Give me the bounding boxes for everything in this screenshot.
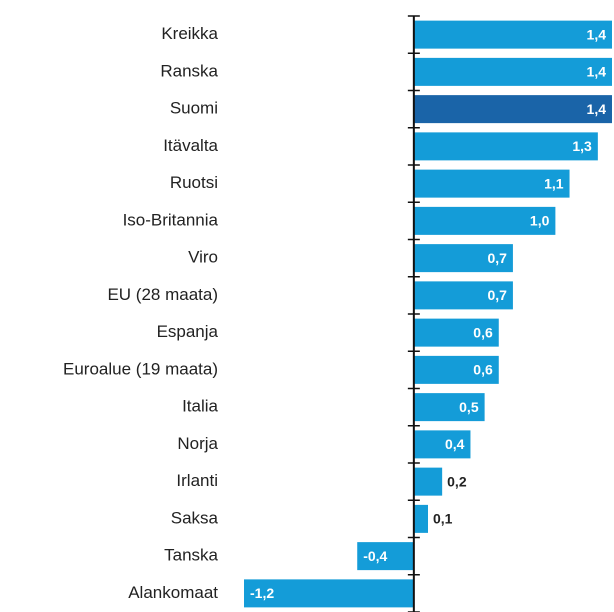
category-label: Alankomaat (128, 583, 218, 602)
category-label: Italia (182, 397, 218, 416)
bar (413, 244, 513, 273)
bar (413, 20, 612, 49)
bar (413, 318, 499, 347)
bar (413, 355, 499, 384)
bar (413, 467, 443, 496)
category-label: Espanja (157, 322, 219, 341)
category-label: Tanska (164, 546, 218, 565)
category-label: Norja (177, 434, 218, 453)
bar (413, 57, 612, 86)
bar (413, 206, 556, 235)
bar (413, 169, 570, 198)
category-label: Ruotsi (170, 173, 218, 192)
value-label: 0,6 (473, 324, 493, 340)
bar (357, 542, 414, 571)
bar (413, 281, 513, 310)
value-label: 1,4 (587, 26, 607, 42)
value-label: 0,5 (459, 399, 479, 415)
value-label: -0,4 (363, 548, 387, 564)
category-label: Suomi (170, 99, 218, 118)
bar (413, 393, 485, 422)
category-label: Itävalta (163, 136, 218, 155)
category-label: Kreikka (161, 24, 218, 43)
value-label: 0,6 (473, 362, 493, 378)
value-label: 0,2 (447, 473, 467, 489)
value-label: 1,3 (572, 138, 592, 154)
value-label: 0,7 (487, 250, 507, 266)
category-label: Ranska (160, 61, 218, 80)
category-label: Viro (188, 248, 218, 267)
value-label: 1,4 (587, 64, 607, 80)
bar (413, 504, 428, 533)
category-label: Euroalue (19 maata) (63, 359, 218, 378)
category-label: Irlanti (176, 471, 218, 490)
value-label: 1,0 (530, 213, 550, 229)
value-label: -1,2 (250, 585, 274, 601)
category-label: Iso-Britannia (123, 210, 219, 229)
bar (413, 132, 598, 161)
bar (413, 430, 471, 459)
value-label: 0,4 (445, 436, 465, 452)
category-label: EU (28 maata) (107, 285, 218, 304)
value-label: 1,1 (544, 175, 564, 191)
value-label: 0,1 (433, 511, 453, 527)
value-label: 1,4 (587, 101, 607, 117)
bar (413, 95, 612, 124)
category-label: Saksa (171, 508, 219, 527)
value-label: 0,7 (487, 287, 507, 303)
bar (244, 579, 414, 608)
